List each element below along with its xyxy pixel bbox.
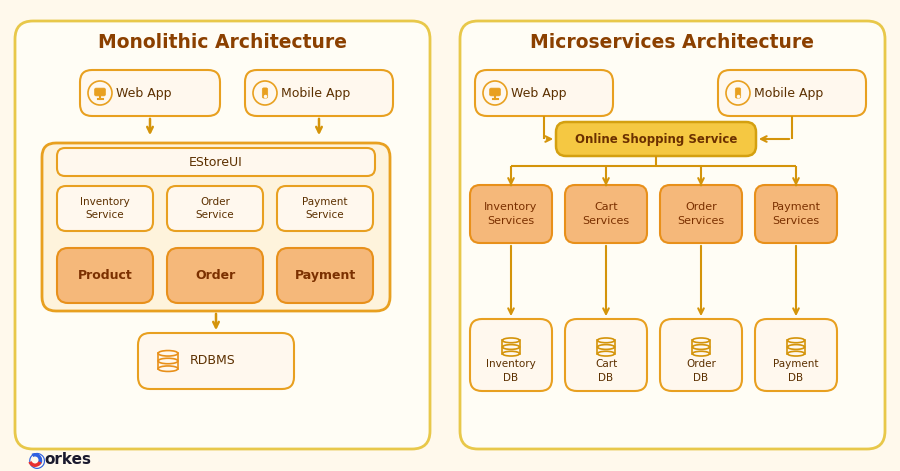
Ellipse shape <box>692 338 709 343</box>
Text: Payment
DB: Payment DB <box>773 359 819 382</box>
Ellipse shape <box>598 338 615 343</box>
Wedge shape <box>32 453 42 463</box>
Polygon shape <box>598 341 615 354</box>
Text: Cart
DB: Cart DB <box>595 359 617 382</box>
Wedge shape <box>29 460 41 467</box>
Circle shape <box>726 81 750 105</box>
Text: Product: Product <box>77 269 132 282</box>
Ellipse shape <box>158 366 178 372</box>
Text: RDBMS: RDBMS <box>190 355 236 367</box>
FancyBboxPatch shape <box>42 143 390 311</box>
FancyBboxPatch shape <box>15 21 430 449</box>
Polygon shape <box>788 341 805 354</box>
FancyBboxPatch shape <box>565 319 647 391</box>
Text: Web App: Web App <box>116 87 172 99</box>
FancyBboxPatch shape <box>660 319 742 391</box>
FancyBboxPatch shape <box>718 70 866 116</box>
Ellipse shape <box>692 351 709 356</box>
Text: orkes: orkes <box>44 453 91 468</box>
Ellipse shape <box>158 350 178 356</box>
FancyBboxPatch shape <box>57 186 153 231</box>
FancyBboxPatch shape <box>660 185 742 243</box>
Text: Payment
Service: Payment Service <box>302 197 347 220</box>
Text: Order: Order <box>195 269 235 282</box>
Text: Order
Service: Order Service <box>195 197 234 220</box>
Ellipse shape <box>502 338 519 343</box>
Circle shape <box>483 81 507 105</box>
FancyBboxPatch shape <box>277 248 373 303</box>
Ellipse shape <box>692 345 709 349</box>
Polygon shape <box>502 341 519 354</box>
Text: EStoreUI: EStoreUI <box>189 155 243 169</box>
Ellipse shape <box>502 345 519 349</box>
FancyBboxPatch shape <box>470 185 552 243</box>
FancyBboxPatch shape <box>138 333 294 389</box>
Ellipse shape <box>158 358 178 364</box>
FancyBboxPatch shape <box>262 88 267 98</box>
FancyBboxPatch shape <box>460 21 885 449</box>
Text: ◉: ◉ <box>28 450 46 470</box>
FancyBboxPatch shape <box>565 185 647 243</box>
FancyBboxPatch shape <box>755 185 837 243</box>
FancyBboxPatch shape <box>167 248 263 303</box>
Text: Mobile App: Mobile App <box>754 87 824 99</box>
FancyBboxPatch shape <box>475 70 613 116</box>
FancyBboxPatch shape <box>94 88 105 96</box>
Text: Web App: Web App <box>511 87 566 99</box>
Ellipse shape <box>788 338 805 343</box>
Ellipse shape <box>502 351 519 356</box>
FancyBboxPatch shape <box>735 88 741 98</box>
Text: Payment
Services: Payment Services <box>771 203 821 226</box>
Text: Inventory
Services: Inventory Services <box>484 203 537 226</box>
FancyBboxPatch shape <box>277 186 373 231</box>
FancyBboxPatch shape <box>556 122 756 156</box>
FancyBboxPatch shape <box>80 70 220 116</box>
FancyBboxPatch shape <box>245 70 393 116</box>
Ellipse shape <box>598 351 615 356</box>
Text: Microservices Architecture: Microservices Architecture <box>530 33 814 52</box>
Ellipse shape <box>788 345 805 349</box>
FancyBboxPatch shape <box>755 319 837 391</box>
Text: Inventory
DB: Inventory DB <box>486 359 536 382</box>
Text: Mobile App: Mobile App <box>281 87 350 99</box>
Text: Order
Services: Order Services <box>678 203 725 226</box>
Polygon shape <box>692 341 709 354</box>
Circle shape <box>32 456 39 463</box>
Text: Online Shopping Service: Online Shopping Service <box>575 132 737 146</box>
Text: Payment: Payment <box>294 269 356 282</box>
Polygon shape <box>158 353 178 369</box>
FancyBboxPatch shape <box>490 88 500 96</box>
Ellipse shape <box>788 351 805 356</box>
Text: Monolithic Architecture: Monolithic Architecture <box>98 33 347 52</box>
Circle shape <box>88 81 112 105</box>
Ellipse shape <box>598 345 615 349</box>
FancyBboxPatch shape <box>470 319 552 391</box>
Circle shape <box>253 81 277 105</box>
Text: Cart
Services: Cart Services <box>582 203 630 226</box>
Text: Inventory
Service: Inventory Service <box>80 197 130 220</box>
FancyBboxPatch shape <box>57 248 153 303</box>
Text: Order
DB: Order DB <box>686 359 716 382</box>
FancyBboxPatch shape <box>167 186 263 231</box>
FancyBboxPatch shape <box>57 148 375 176</box>
